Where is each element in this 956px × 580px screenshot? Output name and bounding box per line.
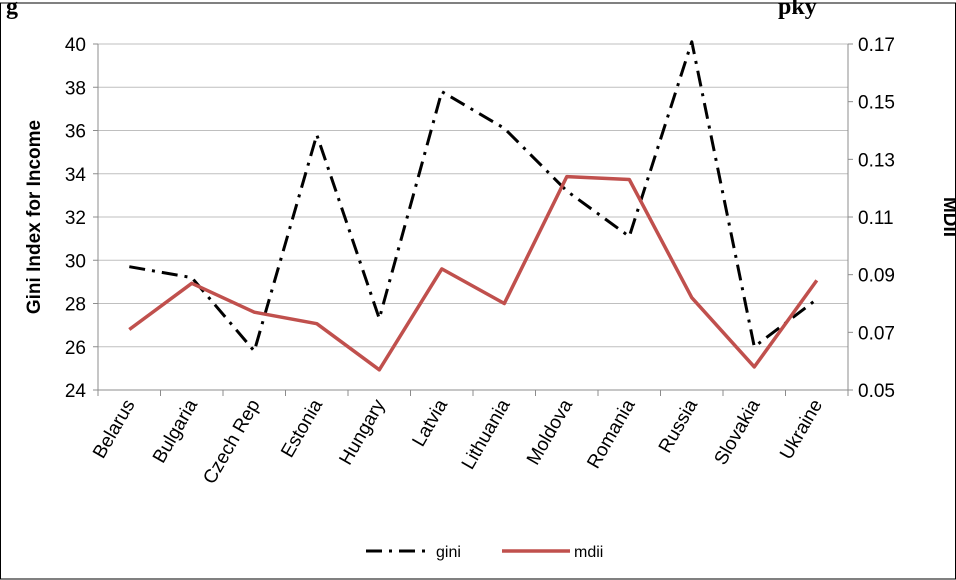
y-tick-label: 28: [65, 295, 86, 316]
series-lines: [128, 40, 819, 372]
series-line-mdii: [128, 174, 819, 372]
y2-tick-label: 0.13: [858, 150, 895, 171]
y2-tick-label: 0.11: [858, 208, 894, 229]
y-tick-label: 34: [65, 165, 87, 186]
legend-mdii-label: mdii: [574, 544, 603, 561]
legend: gini mdii: [366, 544, 603, 561]
y2-tick-label: 0.15: [858, 93, 895, 114]
axes: [93, 43, 853, 396]
y2-tick-label: 0.05: [858, 381, 895, 402]
y-axis-title: Gini Index for Income: [24, 120, 45, 314]
y-tick-label: 24: [65, 381, 87, 402]
y-tick-label: 40: [65, 35, 86, 56]
y-tick-label: 32: [65, 208, 86, 229]
legend-gini-label: gini: [436, 544, 461, 561]
chart-title: g: [6, 0, 18, 20]
series-line-gini: [129, 40, 818, 353]
chart-title-tail: pky: [778, 0, 817, 20]
y-tick-label: 36: [65, 122, 86, 143]
y-tick-label: 30: [65, 251, 86, 272]
y-tick-label: 26: [65, 338, 86, 359]
y2-tick-label: 0.09: [858, 266, 895, 287]
y2-axis-title: MDII: [939, 197, 956, 237]
left-axis-ticks: 24 26 28 30 32 34 36 38 40: [65, 35, 87, 402]
right-axis-ticks: 0.05 0.07 0.09 0.11 0.13 0.15 0.17: [858, 35, 895, 402]
y2-tick-label: 0.17: [858, 35, 895, 56]
y2-tick-label: 0.07: [858, 323, 895, 344]
y-tick-label: 38: [65, 78, 86, 99]
